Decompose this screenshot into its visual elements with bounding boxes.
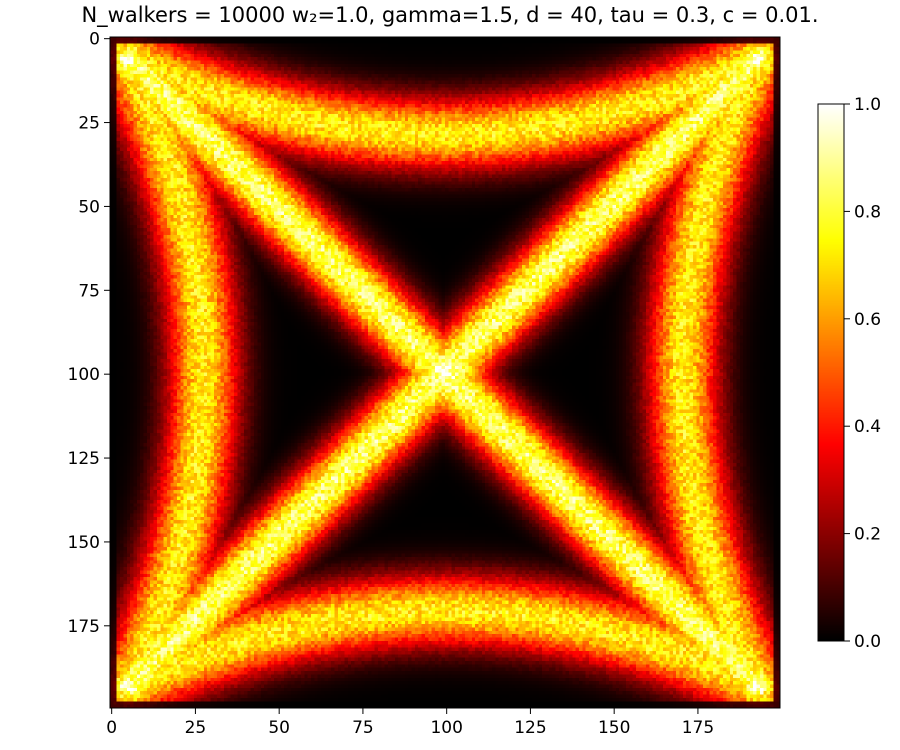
x-tick-label: 0 xyxy=(106,718,117,738)
y-tick-50: 50 xyxy=(78,197,110,217)
colorbar-tick-0.6: 0.6 xyxy=(844,310,881,330)
colorbar-tick-0.8: 0.8 xyxy=(844,202,881,222)
x-tick-150: 150 xyxy=(598,708,630,738)
x-tick-0: 0 xyxy=(106,708,117,738)
plot-border xyxy=(109,36,781,709)
colorbar-tick-label: 0.2 xyxy=(854,525,881,545)
colorbar-tick-label: 0.0 xyxy=(854,632,881,652)
x-tick-125: 125 xyxy=(514,708,547,738)
y-tick-125: 125 xyxy=(68,449,110,469)
colorbar-tick-0.2: 0.2 xyxy=(844,525,881,545)
x-tick-175: 175 xyxy=(682,708,714,738)
plot-frame xyxy=(109,36,781,709)
y-tick-label: 0 xyxy=(89,30,100,50)
colorbar-tick-1.0: 1.0 xyxy=(844,95,881,115)
x-tick-100: 100 xyxy=(430,708,463,738)
colorbar-tick-label: 1.0 xyxy=(854,95,881,115)
chart-title: N_walkers = 10000 w₂=1.0, gamma=1.5, d =… xyxy=(81,3,819,27)
y-tick-label: 100 xyxy=(68,365,100,385)
y-axis: 0 25 50 75 100 125 150 175 xyxy=(68,30,110,637)
x-tick-75: 75 xyxy=(352,708,374,738)
colorbar-axis: 0.0 0.2 0.4 0.6 0.8 1.0 xyxy=(817,95,881,652)
x-tick-50: 50 xyxy=(268,708,290,738)
y-tick-label: 175 xyxy=(68,617,100,637)
x-tick-label: 50 xyxy=(268,718,290,738)
x-axis: 0 25 50 75 100 125 150 175 xyxy=(106,708,714,738)
y-tick-75: 75 xyxy=(78,281,110,301)
y-tick-175: 175 xyxy=(68,617,110,637)
x-tick-label: 100 xyxy=(430,718,462,738)
y-tick-label: 125 xyxy=(68,449,100,469)
x-tick-label: 125 xyxy=(514,718,546,738)
colorbar-tick-label: 0.4 xyxy=(854,417,881,437)
x-tick-25: 25 xyxy=(185,708,207,738)
heatmap-image xyxy=(110,37,780,708)
y-tick-label: 150 xyxy=(68,533,100,553)
x-tick-label: 75 xyxy=(352,718,374,738)
y-tick-0: 0 xyxy=(89,30,110,50)
colorbar-border xyxy=(817,103,845,642)
colorbar-tick-label: 0.6 xyxy=(854,310,881,330)
y-tick-label: 25 xyxy=(78,114,100,134)
y-tick-label: 50 xyxy=(78,197,100,217)
y-tick-25: 25 xyxy=(78,114,110,134)
x-tick-label: 25 xyxy=(185,718,207,738)
x-tick-label: 150 xyxy=(598,718,630,738)
y-tick-150: 150 xyxy=(68,533,110,553)
y-tick-label: 75 xyxy=(78,281,100,301)
colorbar-tick-label: 0.8 xyxy=(854,202,881,222)
y-tick-100: 100 xyxy=(68,365,110,385)
colorbar xyxy=(818,104,844,641)
colorbar-tick-0.0: 0.0 xyxy=(844,632,881,652)
x-tick-label: 175 xyxy=(682,718,714,738)
colorbar-tick-0.4: 0.4 xyxy=(844,417,881,437)
